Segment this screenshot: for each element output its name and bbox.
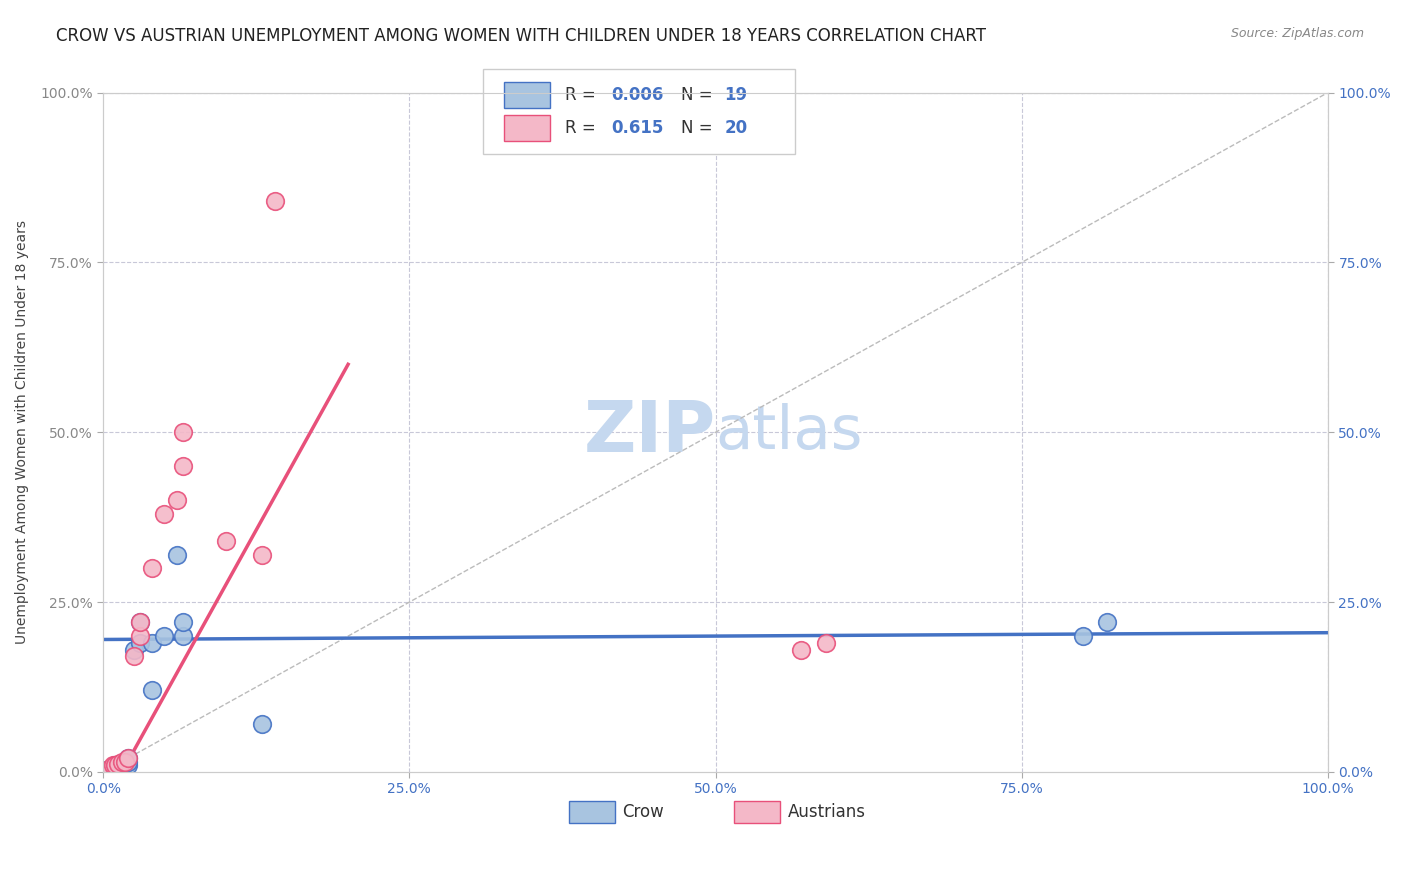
Point — [114, 755, 136, 769]
Point — [1097, 615, 1119, 630]
Point — [128, 629, 150, 643]
Text: 0.006: 0.006 — [612, 87, 664, 104]
Point — [252, 548, 274, 562]
Text: Crow: Crow — [623, 803, 664, 821]
Text: R =: R = — [565, 119, 600, 136]
Point — [172, 425, 194, 440]
Point — [153, 629, 176, 643]
Text: 0.615: 0.615 — [612, 119, 664, 136]
FancyBboxPatch shape — [482, 69, 796, 153]
Point — [122, 642, 145, 657]
Point — [166, 493, 188, 508]
Point — [172, 615, 194, 630]
FancyBboxPatch shape — [503, 82, 550, 108]
Point — [98, 762, 121, 776]
Text: CROW VS AUSTRIAN UNEMPLOYMENT AMONG WOMEN WITH CHILDREN UNDER 18 YEARS CORRELATI: CROW VS AUSTRIAN UNEMPLOYMENT AMONG WOME… — [56, 27, 986, 45]
Point — [141, 636, 163, 650]
Point — [104, 758, 127, 772]
Y-axis label: Unemployment Among Women with Children Under 18 years: Unemployment Among Women with Children U… — [15, 220, 30, 644]
Point — [814, 636, 837, 650]
FancyBboxPatch shape — [568, 801, 614, 823]
Point — [166, 548, 188, 562]
Point — [128, 615, 150, 630]
Point — [141, 561, 163, 575]
FancyBboxPatch shape — [734, 801, 780, 823]
Point — [101, 758, 124, 772]
Point — [172, 459, 194, 474]
Point — [98, 762, 121, 776]
Point — [117, 755, 139, 769]
Text: R =: R = — [565, 87, 600, 104]
Point — [110, 755, 132, 769]
Text: Austrians: Austrians — [787, 803, 866, 821]
FancyBboxPatch shape — [503, 115, 550, 141]
Point — [117, 751, 139, 765]
Point — [252, 717, 274, 731]
Point — [214, 533, 236, 548]
Text: ZIP: ZIP — [583, 398, 716, 467]
Text: N =: N = — [682, 119, 718, 136]
Point — [790, 642, 813, 657]
Point — [128, 615, 150, 630]
Point — [107, 756, 129, 771]
Point — [1071, 629, 1094, 643]
Point — [172, 629, 194, 643]
Point — [122, 649, 145, 664]
Point — [153, 507, 176, 521]
Text: 20: 20 — [724, 119, 747, 136]
Text: 19: 19 — [724, 87, 747, 104]
Point — [263, 194, 285, 209]
Text: N =: N = — [682, 87, 718, 104]
Text: Source: ZipAtlas.com: Source: ZipAtlas.com — [1230, 27, 1364, 40]
Point — [128, 636, 150, 650]
Text: atlas: atlas — [716, 403, 863, 462]
Point — [141, 683, 163, 698]
Point — [110, 762, 132, 776]
Point — [117, 758, 139, 772]
Point — [104, 758, 127, 772]
Point — [104, 762, 127, 776]
Point — [117, 751, 139, 765]
